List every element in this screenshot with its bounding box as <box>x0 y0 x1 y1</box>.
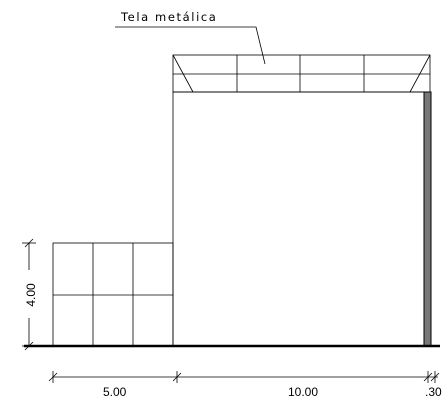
metal-mesh <box>172 54 431 93</box>
main-block <box>172 91 425 347</box>
dimension-label-2: 10.00 <box>288 385 318 399</box>
dimension-horizontal <box>48 371 440 383</box>
annotation-label: Tela metálica <box>120 10 217 24</box>
wall <box>423 91 432 347</box>
annotation-leader <box>115 26 266 65</box>
dimension-vertical <box>22 238 36 351</box>
dimension-height-label: 4.00 <box>24 283 38 307</box>
dimension-label-3: .30 <box>425 385 442 399</box>
dimension-label-1: 5.00 <box>103 385 127 399</box>
low-block <box>52 242 174 347</box>
